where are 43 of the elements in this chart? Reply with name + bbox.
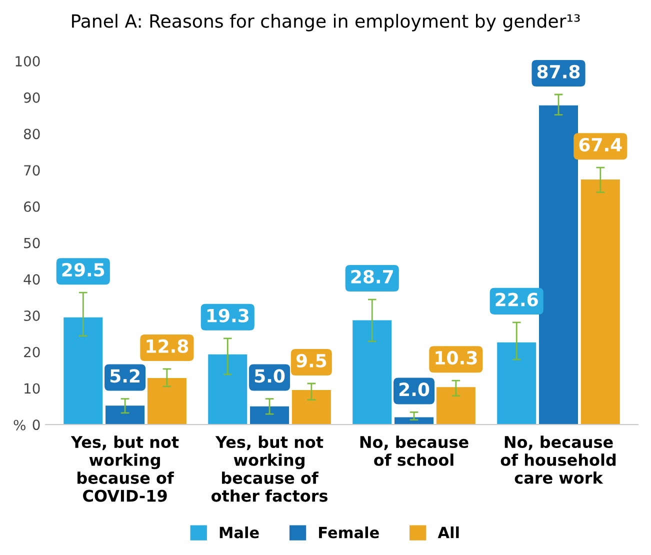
data-label: 19.3 [207,308,248,322]
y-tick-label: 50 [24,238,40,248]
y-tick-label: 60 [24,201,40,212]
data-label: 9.5 [296,354,326,368]
data-label: 87.8 [537,64,580,78]
data-label: 10.3 [436,350,477,365]
data-label: 67.4 [579,138,622,152]
bar [64,317,103,425]
bar [147,378,186,425]
x-tick-label: Yes, but not working because of COVID-19 [70,436,179,502]
x-tick-label: Yes, but not working because of other factors [212,436,328,502]
bar [106,406,145,425]
data-label: 29.5 [62,262,104,277]
legend-label: Female [319,526,379,538]
bar [580,180,620,425]
data-label: 28.7 [351,270,393,284]
y-tick-label: 70 [24,165,40,176]
y-tick-label: 20 [24,346,40,358]
legend-label: All [438,526,459,538]
y-tick-label: 80 [24,128,40,140]
bar [292,390,331,425]
data-label: 12.8 [146,339,188,353]
y-tick-label: 40 [24,274,40,285]
bar [539,105,578,425]
y-axis-title: % [14,420,26,430]
y-tick-label: 30 [24,310,40,321]
bar [436,387,476,425]
legend-label: Male [220,526,259,538]
data-label: 5.2 [110,369,140,383]
y-tick-label: 90 [24,92,40,103]
data-label: 5.0 [254,369,285,383]
chart-title: Panel A: Reasons for change in employment by gender¹³ [72,14,580,32]
y-tick-label: 10 [24,383,40,394]
bar [352,320,392,425]
x-tick-label: No, because of household care work [500,436,616,484]
data-label: 22.6 [496,292,538,306]
bar [208,354,248,425]
bar [497,342,536,425]
y-tick-label: 0 [32,420,40,430]
y-tick-label: 100 [16,56,40,67]
x-tick-label: No, because of school [360,436,468,466]
bar [250,406,290,425]
data-label: 2.0 [399,382,430,396]
